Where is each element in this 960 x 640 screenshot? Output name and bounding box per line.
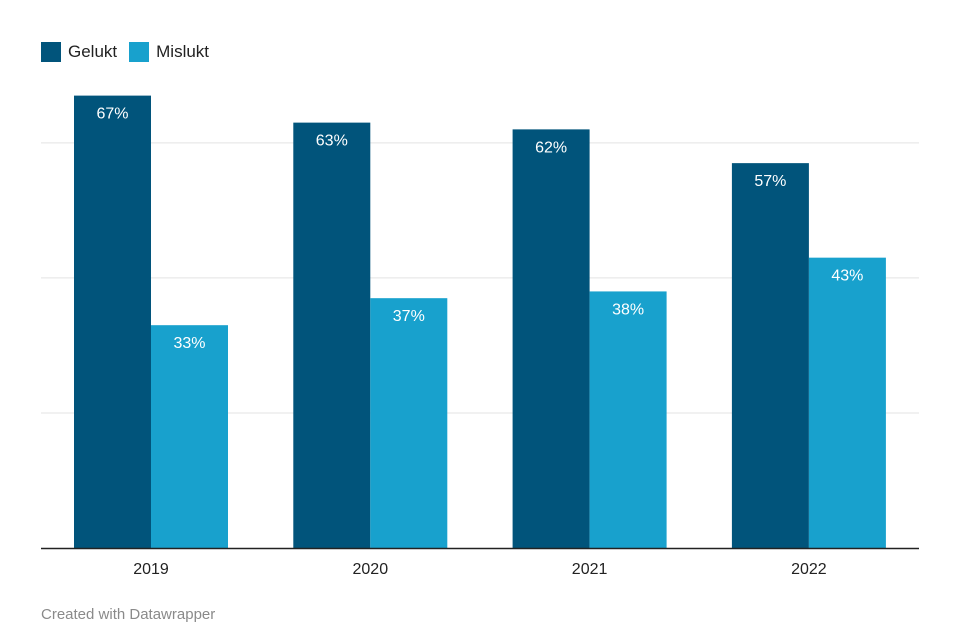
bar-mislukt-2020	[370, 298, 448, 548]
legend-item-mislukt: Mislukt	[129, 42, 209, 62]
bar-mislukt-2022	[808, 257, 886, 548]
legend-label-gelukt: Gelukt	[68, 42, 118, 61]
x-tick-label: 2022	[791, 561, 827, 578]
x-tick-label: 2020	[353, 561, 389, 578]
chart-legend: Gelukt Mislukt	[41, 42, 209, 62]
data-label: 67%	[96, 106, 128, 123]
legend-item-gelukt: Gelukt	[41, 42, 117, 62]
data-label: 63%	[316, 133, 348, 150]
data-label: 33%	[173, 335, 205, 352]
bar-mislukt-2019	[151, 325, 228, 548]
bar-gelukt-2020	[293, 122, 371, 549]
legend-label-mislukt: Mislukt	[156, 42, 210, 61]
legend-swatch-mislukt	[129, 42, 150, 62]
bar-gelukt-2021	[512, 129, 590, 548]
bar-gelukt-2019	[74, 95, 151, 548]
data-label: 43%	[831, 268, 863, 285]
data-label: 57%	[754, 173, 786, 190]
x-tick-label: 2021	[572, 561, 608, 578]
bar-chart: 67% 33% 2019 63% 37% 2020 62% 38% 2021 57% 43% 2022	[41, 95, 919, 578]
data-label: 37%	[393, 308, 425, 325]
x-tick-label: 2019	[133, 561, 169, 578]
footer-credit: Created with Datawrapper	[41, 606, 216, 623]
legend-swatch-gelukt	[41, 42, 61, 62]
data-label: 62%	[535, 139, 567, 156]
bar-mislukt-2021	[589, 291, 667, 548]
data-label: 38%	[612, 301, 644, 318]
bar-gelukt-2022	[731, 163, 809, 549]
